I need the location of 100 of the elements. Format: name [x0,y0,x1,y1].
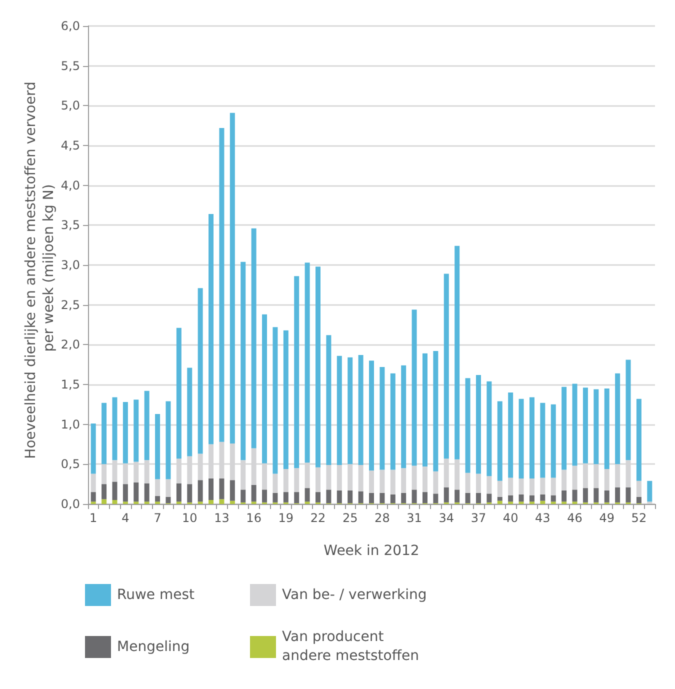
bar [562,386,567,470]
bar [497,496,502,501]
bar [283,492,288,502]
bar [380,366,385,470]
bar [144,483,150,502]
legend-label: Van producent andere meststoffen [282,628,420,666]
x-tick-label: 28 [374,511,390,525]
bar [272,474,278,493]
bar [251,228,256,448]
x-tick-label: 40 [502,511,518,525]
bar [176,483,182,502]
x-axis-title: Week in 2012 [324,543,420,559]
bar [155,496,160,502]
x-tick-label: 4 [122,511,130,525]
bar [562,470,567,490]
bar [529,495,534,502]
bar [412,466,417,490]
bar [316,492,321,502]
y-tick-label: 2,5 [60,298,80,312]
bar [529,397,534,479]
x-tick-label: 13 [214,511,230,525]
x-tick-label: 19 [278,511,294,525]
bar [454,246,460,460]
bar [348,490,353,504]
bar [529,478,534,496]
bar [358,464,364,492]
bar [540,402,546,478]
bar [112,397,118,460]
bar [582,488,588,502]
bar [326,335,332,465]
bar [208,478,214,500]
y-tick-label: 6,0 [60,19,80,33]
bar [465,492,470,504]
bar [90,492,96,502]
bar [155,479,160,496]
bar [486,494,492,502]
bar [134,482,139,502]
bar [326,464,332,490]
bar [230,112,235,444]
bar [90,474,96,492]
bar [508,392,514,478]
y-tick-label: 5,5 [60,58,80,73]
bar [262,314,268,464]
bar [594,389,599,464]
bar [336,490,342,504]
x-tick-label: 7 [154,511,162,525]
bar [283,330,288,469]
bar [262,490,268,502]
y-tick-label: 3,5 [60,218,80,232]
x-tick-label: 25 [342,511,358,525]
bar [304,262,310,463]
bar [497,401,502,481]
bar [198,288,203,454]
bar [433,471,438,494]
bar [240,262,246,460]
bar [497,500,502,504]
bar [550,495,556,502]
bar [176,328,182,459]
bar [486,381,492,476]
legend-label: Mengeling [117,638,191,656]
bar [369,470,374,493]
y-tick-label: 3,0 [60,258,80,272]
bar [647,480,652,502]
bar [594,488,599,502]
legend-label: Van be- / verwerking [282,586,428,604]
bar [582,388,588,464]
bar [444,274,449,459]
bar [122,484,128,502]
bar [122,402,128,464]
bar [444,487,449,502]
y-tick-label: 2,0 [60,338,80,352]
bar [219,499,224,504]
bar [604,388,610,469]
x-tick-label: 43 [535,511,550,525]
bar [422,353,428,467]
bar [540,478,546,494]
bar [518,398,524,479]
bar [187,484,192,502]
bar [550,404,556,478]
y-axis-title: Hoeveelheid dierlijke en andere meststoffen vervoerd per week (miljoen kg N) [23,77,57,459]
bar [540,494,546,501]
bar [562,490,567,502]
bar [326,490,332,504]
y-tick-label: 1,5 [60,378,80,392]
bar [102,499,107,504]
bar [508,495,514,502]
bar [208,500,214,504]
bar [476,474,481,493]
bar [636,496,642,504]
bar [540,500,546,504]
x-tick-label: 22 [310,511,326,525]
bar [636,398,642,481]
x-tick-label: 37 [470,511,486,525]
bar [401,492,406,504]
y-tick-label: 0,0 [60,497,80,511]
bar [155,414,160,480]
bar [272,327,278,474]
bar [294,468,300,492]
x-tick-label: 46 [567,511,582,525]
y-tick-label: 4,5 [60,138,80,152]
